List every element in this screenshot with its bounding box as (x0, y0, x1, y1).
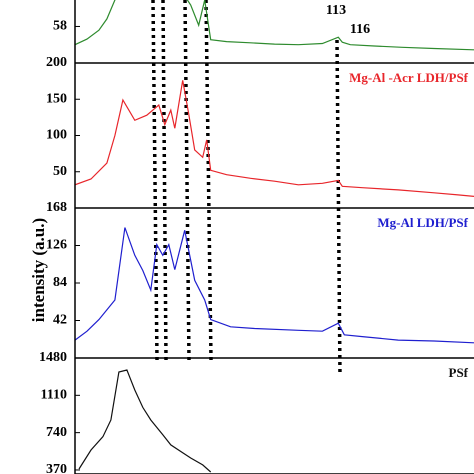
y-tick-label: 200 (46, 55, 67, 70)
guide (151, 0, 159, 361)
series-label: Mg-Al -Acr LDH/PSf (349, 70, 469, 85)
peak-label: 116 (350, 22, 370, 37)
peak-label: 113 (326, 3, 346, 18)
y-tick-label: 370 (46, 462, 67, 474)
y-tick-label: 150 (46, 91, 67, 106)
guide (183, 0, 191, 361)
series-line (75, 80, 474, 197)
y-tick-label: 84 (53, 275, 67, 290)
y-tick-label: 1110 (41, 388, 67, 403)
y-tick-label: 42 (53, 313, 67, 328)
series-label: PSf (449, 365, 469, 380)
y-tick-label: 50 (53, 164, 67, 179)
guide (161, 0, 168, 361)
y-tick-label: 100 (46, 128, 67, 143)
y-tick-label: 168 (46, 200, 67, 215)
series-line (75, 227, 474, 344)
y-tick-label: 58 (53, 19, 67, 34)
dotted-guides (151, 0, 342, 377)
y-tick-label: 126 (46, 238, 67, 253)
series-label: Mg-Al LDH/PSf (377, 215, 468, 230)
y-tick-label: 1480 (39, 350, 67, 365)
series-line (75, 0, 474, 51)
y-axis-label: intensity (a.u.) (29, 218, 48, 322)
y-tick-label: 740 (46, 425, 67, 440)
series-line (78, 369, 212, 473)
